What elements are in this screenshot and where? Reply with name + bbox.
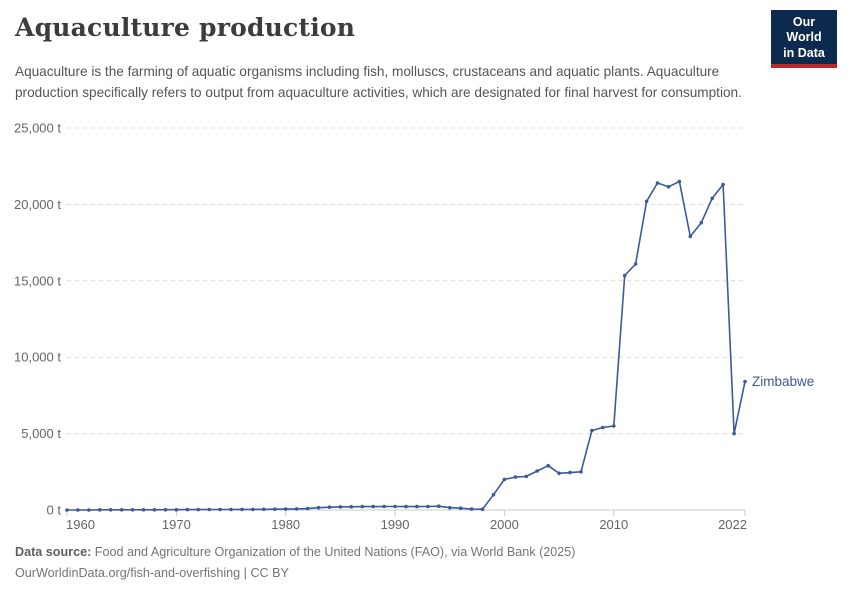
data-point[interactable] — [415, 504, 419, 509]
data-point[interactable] — [677, 179, 682, 184]
x-axis-tick-label: 1960 — [66, 517, 95, 532]
x-axis-tick-label: 1990 — [381, 517, 410, 532]
owid-logo-line1: Our World — [786, 15, 822, 45]
data-point[interactable] — [699, 220, 704, 225]
data-point[interactable] — [141, 508, 146, 512]
x-axis-tick-label: 1980 — [271, 517, 300, 532]
data-point[interactable] — [196, 507, 200, 512]
y-axis-tick-label: 20,000 t — [14, 197, 61, 212]
license-line: OurWorldinData.org/fish-and-overfishing … — [15, 563, 815, 584]
x-axis-tick-label: 2022 — [718, 517, 747, 532]
series-line-zimbabwe[interactable] — [66, 180, 746, 511]
data-point[interactable] — [743, 379, 747, 384]
data-point[interactable] — [568, 470, 572, 475]
data-point[interactable] — [87, 508, 91, 512]
aquaculture-line-chart[interactable]: 0 t 5,000 t 10,000 t 15,000 t 20,000 t 25,000… — [0, 110, 850, 542]
data-source-label: Data source: — [15, 545, 92, 559]
x-axis-tick-label: 2010 — [599, 517, 628, 532]
data-point[interactable] — [710, 196, 714, 201]
data-point[interactable] — [480, 507, 485, 512]
data-point[interactable] — [218, 507, 222, 512]
data-point[interactable] — [371, 504, 376, 509]
data-point[interactable] — [262, 507, 266, 512]
entity-label-zimbabwe[interactable]: Zimbabwe — [752, 374, 814, 389]
data-point[interactable] — [491, 492, 496, 497]
data-point[interactable] — [732, 431, 736, 436]
data-point[interactable] — [152, 508, 157, 512]
data-point[interactable] — [688, 234, 693, 239]
data-point[interactable] — [382, 504, 386, 509]
data-point[interactable] — [360, 504, 365, 509]
data-point[interactable] — [76, 508, 80, 512]
y-axis-tick-label: 5,000 t — [21, 426, 61, 441]
data-point[interactable] — [393, 504, 397, 509]
data-point[interactable] — [601, 425, 605, 430]
footer-separator: | — [240, 566, 251, 581]
data-point[interactable] — [294, 507, 299, 511]
data-point[interactable] — [579, 470, 583, 474]
data-point[interactable] — [469, 507, 474, 511]
data-point[interactable] — [130, 508, 135, 512]
data-point[interactable] — [108, 508, 113, 512]
data-point[interactable] — [251, 507, 255, 512]
data-point[interactable] — [513, 475, 518, 479]
data-point[interactable] — [546, 463, 550, 468]
data-point[interactable] — [207, 507, 211, 512]
y-axis-tick-label: 25,000 t — [14, 121, 61, 136]
data-point[interactable] — [229, 507, 233, 512]
page-title: Aquaculture production — [15, 13, 356, 42]
data-point[interactable] — [240, 507, 244, 512]
owid-logo[interactable]: Our World in Data — [771, 10, 837, 68]
data-point[interactable] — [185, 507, 190, 512]
data-point[interactable] — [666, 185, 671, 189]
data-point[interactable] — [644, 199, 649, 204]
data-point[interactable] — [119, 508, 124, 512]
data-point[interactable] — [316, 505, 321, 510]
y-axis-tick-label: 10,000 t — [14, 350, 61, 365]
data-point[interactable] — [338, 505, 343, 509]
chart-subtitle: Aquaculture is the farming of aquatic or… — [15, 64, 742, 101]
x-axis-tick-label: 2000 — [490, 517, 519, 532]
owid-logo-line2: in Data — [783, 45, 825, 60]
data-source-text: Food and Agriculture Organization of the… — [91, 545, 576, 559]
data-point[interactable] — [655, 181, 660, 185]
data-point[interactable] — [590, 428, 594, 433]
data-point[interactable] — [404, 504, 408, 509]
data-point[interactable] — [502, 477, 507, 482]
data-point[interactable] — [633, 262, 638, 266]
data-point[interactable] — [622, 273, 627, 278]
data-point[interactable] — [283, 507, 288, 511]
data-point[interactable] — [458, 506, 463, 511]
data-point[interactable] — [426, 504, 430, 509]
x-axis-tick-label: 1970 — [162, 517, 191, 532]
y-axis-tick-label: 15,000 t — [14, 273, 61, 288]
data-point[interactable] — [98, 508, 102, 512]
y-axis-tick-label: 0 t — [47, 503, 62, 518]
data-source-line: Data source: Food and Agriculture Organi… — [15, 542, 815, 563]
data-point[interactable] — [437, 504, 441, 509]
cc-by-link[interactable]: CC BY — [250, 566, 289, 581]
data-point[interactable] — [305, 506, 310, 511]
data-point[interactable] — [349, 505, 354, 509]
data-point[interactable] — [327, 505, 332, 510]
data-point[interactable] — [65, 508, 69, 512]
data-point[interactable] — [174, 507, 179, 512]
data-point[interactable] — [163, 507, 168, 512]
data-point[interactable] — [721, 182, 725, 187]
data-point[interactable] — [557, 471, 561, 476]
data-point[interactable] — [612, 424, 616, 428]
data-point[interactable] — [535, 469, 539, 473]
owid-url-link[interactable]: OurWorldinData.org/fish-and-overfishing — [15, 566, 241, 581]
data-point[interactable] — [447, 505, 452, 510]
data-point[interactable] — [524, 474, 529, 479]
chart-footer: Data source: Food and Agriculture Organi… — [15, 542, 815, 584]
data-point[interactable] — [273, 507, 277, 512]
